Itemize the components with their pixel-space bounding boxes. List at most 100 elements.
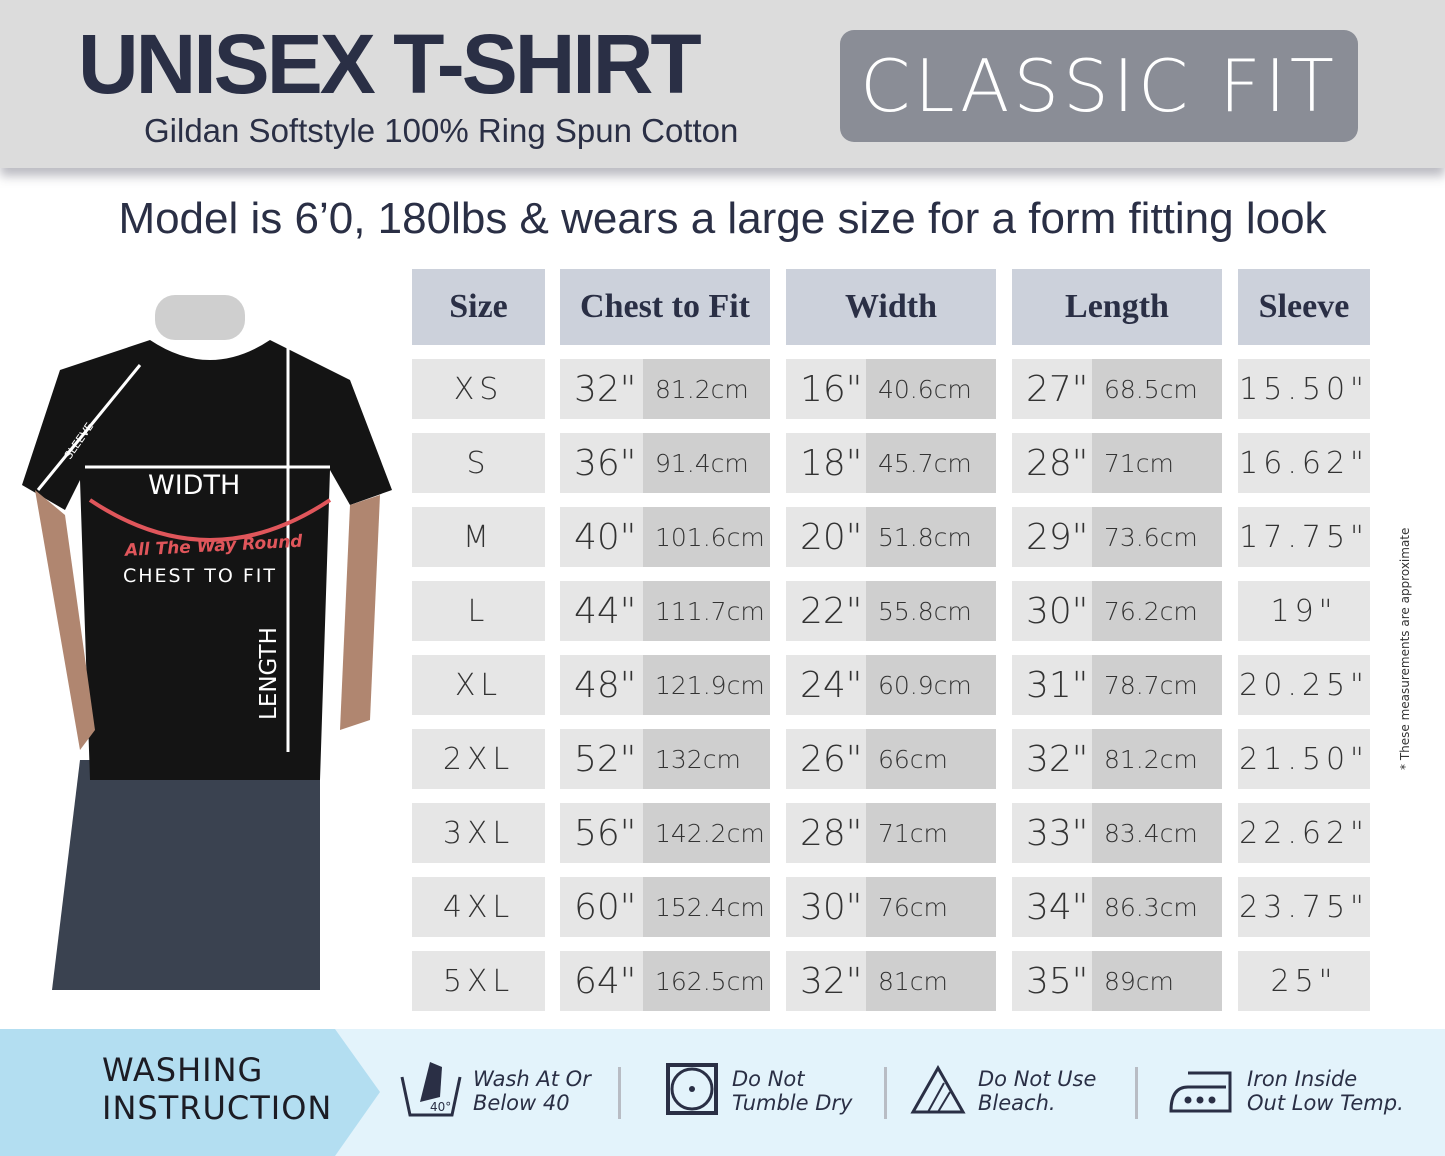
svg-text:40°: 40° xyxy=(430,1100,451,1114)
chest-inch-cell: 56" xyxy=(560,803,643,863)
width-inch-cell: 26" xyxy=(786,729,866,789)
width-cm-cell: 40.6cm xyxy=(866,359,996,419)
length-inch-cell: 29" xyxy=(1012,507,1092,567)
sleeve-cell: 15.50" xyxy=(1238,359,1370,419)
sleeve-cell: 16.62" xyxy=(1238,433,1370,493)
chest-inch-cell: 52" xyxy=(560,729,643,789)
header-length: Length xyxy=(1012,269,1222,345)
wash-text: Wash At Or Below 40 xyxy=(473,1067,591,1115)
iron-text: Iron Inside Out Low Temp. xyxy=(1247,1067,1404,1115)
bleach-text: Do Not Use Bleach. xyxy=(978,1067,1097,1115)
chest-cm-cell: 111.7cm xyxy=(643,581,770,641)
length-inch-cell: 30" xyxy=(1012,581,1092,641)
header-size: Size xyxy=(412,269,545,345)
size-cell: 5XL xyxy=(412,951,545,1011)
arm-right xyxy=(340,495,380,730)
length-cm-cell: 83.4cm xyxy=(1092,803,1222,863)
size-cell: 4XL xyxy=(412,877,545,937)
size-cell: L xyxy=(412,581,545,641)
page-title: UNISEX T-SHIRT xyxy=(78,17,702,111)
length-label: LENGTH xyxy=(256,627,282,720)
sleeve-cell: 21.50" xyxy=(1238,729,1370,789)
sleeve-cell: 23.75" xyxy=(1238,877,1370,937)
chest-inch-cell: 36" xyxy=(560,433,643,493)
no-bleach-icon xyxy=(910,1065,966,1114)
width-cm-cell: 76cm xyxy=(866,877,996,937)
length-cm-cell: 71cm xyxy=(1092,433,1222,493)
chest-inch-cell: 64" xyxy=(560,951,643,1011)
length-inch-cell: 31" xyxy=(1012,655,1092,715)
chest-cm-cell: 91.4cm xyxy=(643,433,770,493)
chest-cm-cell: 142.2cm xyxy=(643,803,770,863)
width-inch-cell: 28" xyxy=(786,803,866,863)
divider xyxy=(884,1067,887,1119)
length-inch-cell: 34" xyxy=(1012,877,1092,937)
chest-inch-cell: 32" xyxy=(560,359,643,419)
washing-section: WASHING INSTRUCTION 40° Wash At Or Below 4… xyxy=(0,1029,1445,1156)
shirt xyxy=(22,340,392,780)
size-cell: XL xyxy=(412,655,545,715)
width-inch-cell: 30" xyxy=(786,877,866,937)
disclaimer: * These measurements are approximate xyxy=(1398,527,1412,770)
jeans xyxy=(52,760,320,990)
width-inch-cell: 18" xyxy=(786,433,866,493)
length-inch-cell: 33" xyxy=(1012,803,1092,863)
fit-badge: CLASSIC FIT xyxy=(840,30,1358,142)
divider xyxy=(1135,1067,1138,1119)
chest-cm-cell: 152.4cm xyxy=(643,877,770,937)
length-cm-cell: 76.2cm xyxy=(1092,581,1222,641)
beard xyxy=(155,295,245,340)
size-cell: S xyxy=(412,433,545,493)
header-banner: UNISEX T-SHIRT Gildan Softstyle 100% Rin… xyxy=(0,0,1445,168)
width-cm-cell: 60.9cm xyxy=(866,655,996,715)
size-cell: M xyxy=(412,507,545,567)
sleeve-cell: 20.25" xyxy=(1238,655,1370,715)
sleeve-cell: 19" xyxy=(1238,581,1370,641)
tumble-text: Do Not Tumble Dry xyxy=(732,1067,853,1115)
header-chest: Chest to Fit xyxy=(560,269,770,345)
width-cm-cell: 71cm xyxy=(866,803,996,863)
chest-cm-cell: 121.9cm xyxy=(643,655,770,715)
length-cm-cell: 73.6cm xyxy=(1092,507,1222,567)
width-cm-cell: 55.8cm xyxy=(866,581,996,641)
arm-left xyxy=(35,490,95,750)
width-cm-cell: 51.8cm xyxy=(866,507,996,567)
size-cell: 3XL xyxy=(412,803,545,863)
width-cm-cell: 66cm xyxy=(866,729,996,789)
width-cm-cell: 45.7cm xyxy=(866,433,996,493)
header-width: Width xyxy=(786,269,996,345)
width-inch-cell: 20" xyxy=(786,507,866,567)
wash-40-icon: 40° xyxy=(400,1062,462,1117)
length-cm-cell: 89cm xyxy=(1092,951,1222,1011)
width-label: WIDTH xyxy=(148,470,240,501)
model-note: Model is 6’0, 180lbs & wears a large siz… xyxy=(118,194,1327,243)
chest-cm-cell: 132cm xyxy=(643,729,770,789)
iron-low-icon xyxy=(1169,1071,1232,1113)
chest-inch-cell: 40" xyxy=(560,507,643,567)
length-cm-cell: 68.5cm xyxy=(1092,359,1222,419)
length-inch-cell: 27" xyxy=(1012,359,1092,419)
sleeve-cell: 17.75" xyxy=(1238,507,1370,567)
chest-inch-cell: 48" xyxy=(560,655,643,715)
divider xyxy=(618,1067,621,1119)
length-inch-cell: 35" xyxy=(1012,951,1092,1011)
header-sleeve: Sleeve xyxy=(1238,269,1370,345)
length-cm-cell: 86.3cm xyxy=(1092,877,1222,937)
chest-cm-cell: 101.6cm xyxy=(643,507,770,567)
width-inch-cell: 22" xyxy=(786,581,866,641)
length-inch-cell: 32" xyxy=(1012,729,1092,789)
no-tumble-dry-icon xyxy=(666,1063,718,1115)
length-inch-cell: 28" xyxy=(1012,433,1092,493)
chest-label: CHEST TO FIT xyxy=(123,565,277,587)
width-inch-cell: 24" xyxy=(786,655,866,715)
length-cm-cell: 78.7cm xyxy=(1092,655,1222,715)
size-cell: XS xyxy=(412,359,545,419)
shirt-diagram: SLEEVE WIDTH All The Way Round CHEST TO … xyxy=(22,295,392,990)
chest-inch-cell: 60" xyxy=(560,877,643,937)
size-cell: 2XL xyxy=(412,729,545,789)
chest-inch-cell: 44" xyxy=(560,581,643,641)
chest-cm-cell: 81.2cm xyxy=(643,359,770,419)
washing-title: WASHING INSTRUCTION xyxy=(0,1029,380,1156)
chest-cm-cell: 162.5cm xyxy=(643,951,770,1011)
width-inch-cell: 32" xyxy=(786,951,866,1011)
